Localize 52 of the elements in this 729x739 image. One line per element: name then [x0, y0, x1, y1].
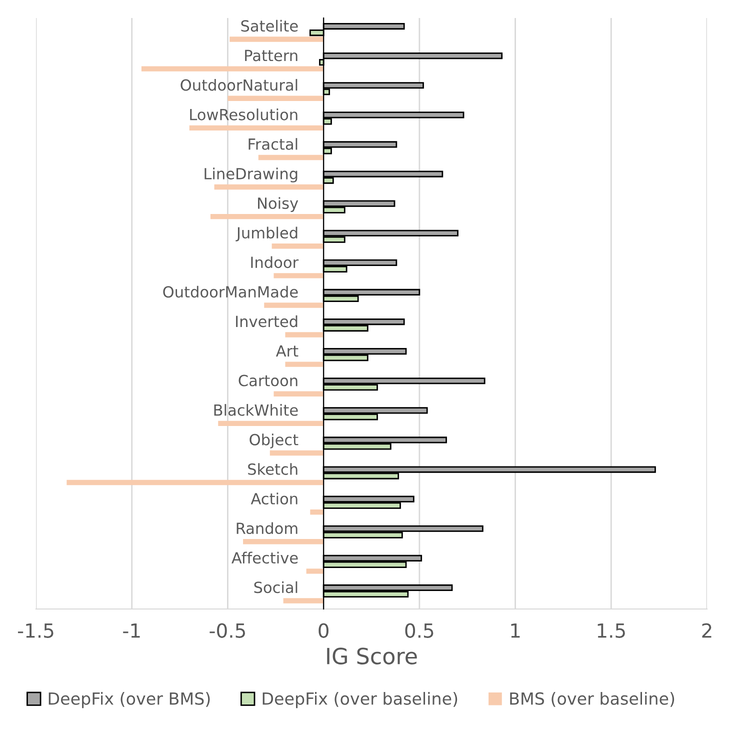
bar: [228, 96, 324, 101]
y-tick-label: Pattern: [245, 50, 298, 62]
bar: [189, 125, 324, 131]
y-tick-label: Random: [236, 522, 298, 534]
bar: [283, 598, 324, 604]
bar: [230, 36, 324, 42]
bar: [218, 420, 324, 426]
x-tick-label: -0.5: [210, 623, 245, 638]
x-tick-label: 1: [511, 623, 520, 638]
legend-label: DeepFix (over BMS): [48, 692, 210, 708]
bar: [243, 539, 324, 544]
y-tick-label: Jumbled: [236, 226, 298, 242]
bar: [264, 302, 324, 308]
y-tick-label: Object: [250, 434, 298, 448]
bar: [272, 244, 324, 249]
y-tick-label: LowResolution: [190, 108, 298, 120]
x-tick-label: 0: [318, 623, 328, 638]
bar: [274, 273, 324, 278]
bar: [258, 154, 324, 160]
y-tick-label: Action: [250, 492, 298, 505]
y-tick-label: Affective: [232, 552, 298, 564]
y-tick-label: Noisy: [258, 197, 298, 212]
bar: [270, 450, 324, 456]
y-tick-label: Fractal: [248, 138, 298, 150]
x-tick-label: 0.5: [405, 623, 434, 638]
y-tick-label: BlackWhite: [214, 404, 298, 416]
x-tick-label: 2: [702, 623, 712, 638]
y-tick-label: Social: [254, 581, 298, 594]
bar: [66, 480, 324, 486]
bar: [285, 362, 324, 367]
bar: [310, 509, 324, 515]
bar: [210, 214, 324, 220]
y-tick-label: Art: [276, 345, 298, 357]
legend-label: DeepFix (over baseline): [262, 692, 458, 708]
x-tick-label: -1: [123, 623, 140, 638]
y-tick-label: OutdoorNatural: [180, 78, 298, 91]
y-tick-label: Sketch: [248, 463, 298, 475]
bar: [306, 568, 324, 574]
bar: [214, 184, 324, 190]
x-tick-label: -1.5: [18, 623, 54, 638]
legend-label: BMS (over baseline): [510, 692, 674, 707]
bar: [285, 332, 324, 338]
x-tick-label: 1.5: [598, 623, 625, 638]
bar: [141, 66, 324, 72]
bar: [274, 391, 324, 396]
y-tick-label: Cartoon: [238, 374, 298, 386]
y-tick-label: Satelite: [241, 20, 298, 32]
y-tick-label: OutdoorManMade: [163, 286, 298, 298]
y-tick-label: Inverted: [236, 315, 298, 328]
x-axis-title: IG Score: [327, 648, 417, 664]
y-tick-label: LineDrawing: [204, 168, 298, 182]
y-tick-label: Indoor: [251, 256, 299, 268]
